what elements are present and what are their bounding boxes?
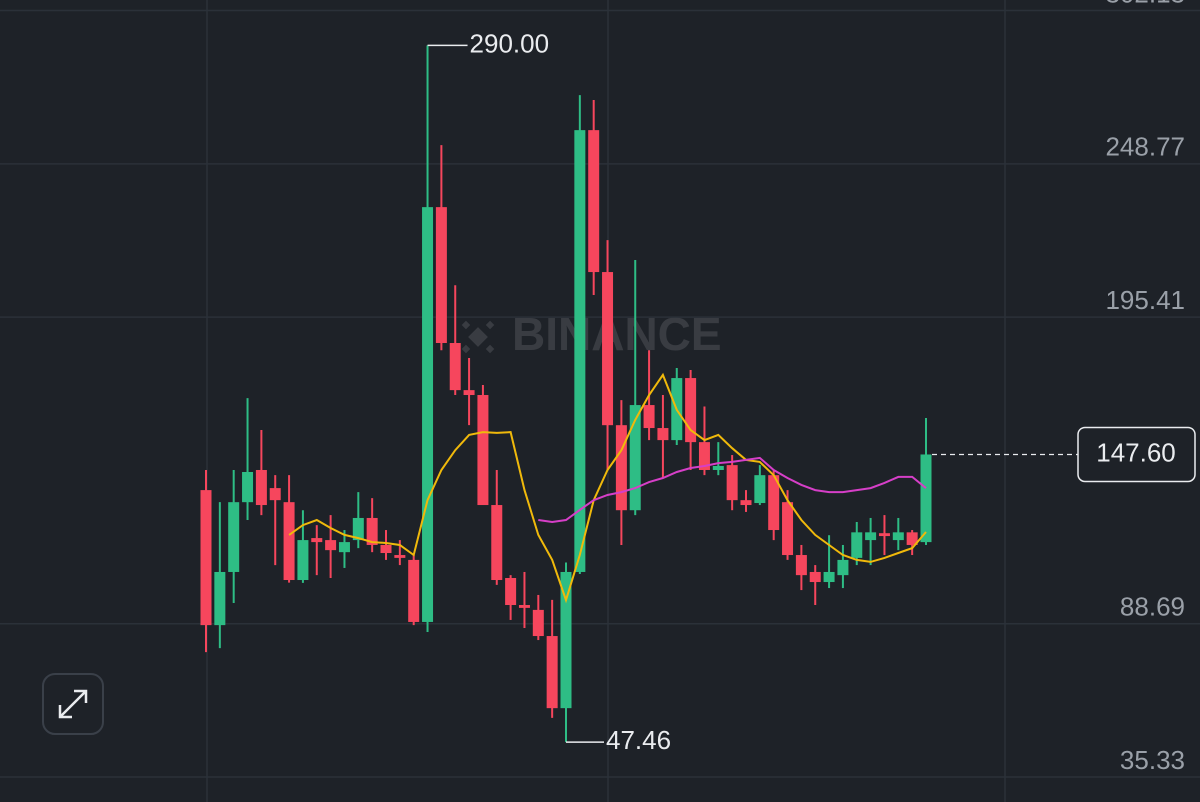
candle-body	[228, 502, 240, 572]
candle-body	[698, 442, 710, 470]
candle-body	[726, 465, 738, 501]
moving-average-line	[538, 456, 927, 524]
candle-body	[352, 517, 364, 541]
candle-body	[325, 540, 337, 551]
moving-average-line	[288, 372, 927, 604]
candle-body	[809, 571, 821, 583]
candle-body	[269, 488, 281, 501]
low-label: 47.46	[606, 725, 671, 755]
candle-body	[366, 517, 378, 545]
candle-body	[837, 559, 849, 576]
watermark-text: BINANCE	[512, 308, 722, 360]
candle-body	[602, 272, 614, 426]
candle-body	[338, 542, 350, 553]
candle-body	[892, 532, 904, 541]
candle-body	[712, 465, 724, 470]
y-tick-label: 35.33	[1120, 745, 1185, 775]
candle-body	[643, 405, 655, 429]
candle-body	[491, 505, 503, 581]
candle-body	[311, 538, 323, 543]
expand-button[interactable]	[42, 673, 104, 735]
candle-body	[768, 475, 780, 531]
candle-body	[518, 605, 530, 608]
candle-body	[574, 130, 586, 572]
candle-body	[657, 428, 669, 441]
candle-body	[449, 343, 461, 391]
candle-body	[782, 502, 794, 556]
candle-body	[477, 395, 489, 506]
candle-body	[283, 502, 295, 581]
candle-body	[505, 578, 517, 606]
candle-body	[615, 425, 627, 511]
candle-body	[560, 571, 572, 709]
y-tick-label: 88.69	[1120, 592, 1185, 622]
candle-body	[380, 544, 392, 554]
candle-body	[740, 500, 752, 506]
candle-body	[463, 390, 475, 396]
candle-body	[408, 559, 420, 622]
candle-body	[754, 475, 766, 504]
candle-body	[865, 532, 877, 541]
candle-body	[906, 532, 918, 545]
candle-body	[435, 207, 447, 344]
candle-body	[878, 533, 890, 537]
candle-body	[629, 405, 641, 511]
candle-body	[532, 609, 544, 637]
last-price-label: 147.60	[1096, 437, 1176, 467]
candle-body	[242, 472, 254, 503]
y-tick-label: 302.13	[1105, 0, 1185, 8]
high-label: 290.00	[470, 28, 550, 58]
candle-body	[200, 490, 212, 626]
candle-body	[422, 207, 434, 622]
candle-body	[588, 130, 600, 273]
candle-body	[851, 532, 863, 558]
candle-body	[255, 469, 267, 506]
candle-body	[920, 454, 932, 543]
last-price-box	[1077, 426, 1196, 483]
candle-body	[795, 555, 807, 576]
candle-body	[546, 636, 558, 709]
y-tick-label: 195.41	[1105, 285, 1185, 315]
candle-body	[685, 378, 697, 443]
candle-body	[297, 540, 309, 581]
candle-body	[823, 571, 835, 583]
candle-body	[394, 555, 406, 558]
y-tick-label: 248.77	[1105, 132, 1185, 162]
candle-body	[214, 571, 226, 626]
